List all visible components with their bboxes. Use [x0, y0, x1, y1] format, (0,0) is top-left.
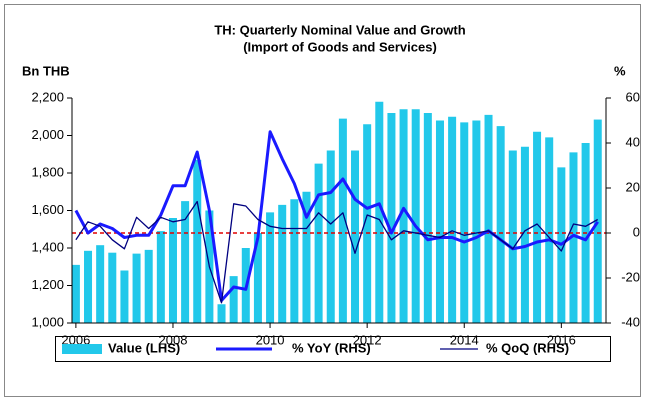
chart-subtitle: (Import of Goods and Services) [243, 39, 437, 54]
y2-tick-label: 0 [633, 224, 640, 239]
bar [132, 253, 141, 323]
bar [338, 118, 347, 323]
bar [496, 126, 505, 323]
bar [508, 150, 517, 323]
y-tick-label: 1,400 [31, 239, 64, 254]
bar [448, 116, 457, 323]
x-tick-label: 2012 [353, 332, 382, 347]
legend-label: % YoY (RHS) [292, 340, 371, 355]
chart-title: TH: Quarterly Nominal Value and Growth [214, 22, 465, 37]
bar [290, 199, 299, 323]
legend-swatch [62, 344, 102, 354]
bar [229, 276, 238, 323]
bar [593, 119, 602, 323]
y-tick-label: 1,000 [31, 314, 64, 329]
legend-box [55, 336, 611, 362]
legend-label: Value (LHS) [108, 340, 180, 355]
line-series [75, 200, 599, 304]
y2-tick-label: -20 [621, 269, 640, 284]
bar [84, 250, 93, 323]
bar [533, 131, 542, 323]
y-tick-label: 1,600 [31, 202, 64, 217]
y2-tick-label: 40 [626, 134, 640, 149]
y2-tick-label: -40 [621, 314, 640, 329]
bar [375, 101, 384, 323]
bar [520, 146, 529, 323]
x-tick-label: 2006 [61, 332, 90, 347]
y-tick-label: 1,200 [31, 277, 64, 292]
bar [96, 245, 105, 323]
bar [302, 191, 311, 323]
y2-tick-label: 20 [626, 179, 640, 194]
bar [156, 231, 165, 323]
bar [411, 109, 420, 323]
y2-axis-label: % [614, 63, 626, 78]
bar [569, 152, 578, 323]
bar [423, 113, 432, 323]
bar [71, 264, 80, 323]
bar [484, 114, 493, 323]
bar [144, 249, 153, 323]
x-tick-label: 2008 [159, 332, 188, 347]
y-tick-label: 1,800 [31, 164, 64, 179]
bar [326, 150, 335, 323]
bar [217, 304, 226, 323]
x-tick-label: 2016 [547, 332, 576, 347]
y-axis-label: Bn THB [22, 63, 70, 78]
bar [193, 159, 202, 323]
bar [351, 150, 360, 323]
bar [181, 201, 190, 323]
bar [472, 120, 481, 323]
bar [278, 204, 287, 323]
x-tick-label: 2010 [256, 332, 285, 347]
bar [314, 163, 323, 323]
x-tick-label: 2014 [450, 332, 479, 347]
bar [253, 233, 262, 323]
y-tick-label: 2,200 [31, 89, 64, 104]
y-tick-label: 2,000 [31, 127, 64, 142]
legend-label: % QoQ (RHS) [486, 340, 569, 355]
bar [363, 124, 372, 323]
bar [266, 212, 275, 323]
bar [387, 113, 396, 323]
bar [120, 270, 129, 323]
bar [108, 252, 117, 323]
bar [545, 137, 554, 323]
bar [399, 109, 408, 323]
y2-tick-label: 60 [626, 89, 640, 104]
bar [435, 120, 444, 323]
bar [460, 122, 469, 323]
bar [168, 218, 177, 323]
